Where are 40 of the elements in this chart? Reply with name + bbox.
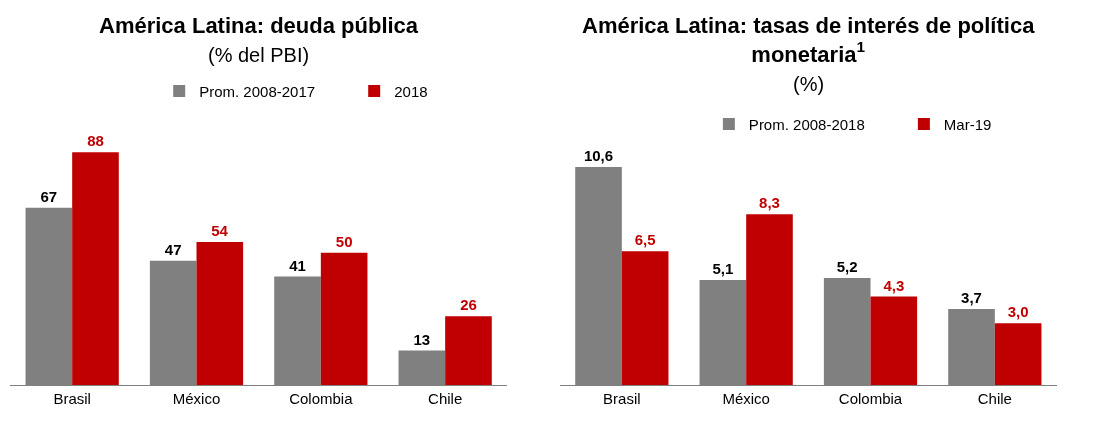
- legend-label: Prom. 2008-2017: [199, 82, 316, 100]
- chart-subtitle: (%): [793, 73, 825, 95]
- bar: [320, 252, 368, 386]
- x-tick-label: México: [722, 390, 770, 408]
- x-tick-label: Brasil: [53, 390, 91, 408]
- data-label: 5,2: [836, 258, 858, 276]
- data-label: 3,7: [961, 288, 982, 306]
- legend-label: 2018: [394, 82, 428, 100]
- x-tick-label: Colombia: [289, 390, 354, 408]
- data-label: 8,3: [759, 194, 780, 212]
- bar: [994, 323, 1042, 386]
- bar: [196, 242, 244, 386]
- bar: [870, 296, 918, 386]
- data-label: 13: [413, 330, 431, 348]
- x-tick-label: Chile: [977, 390, 1012, 408]
- chart-title: América Latina: tasas de interés de política monetaria$^{1}$: [582, 13, 1036, 67]
- x-tick-label: Brasil: [603, 390, 641, 408]
- chart-title: América Latina: deuda pública: [99, 13, 419, 38]
- x-tick-label: Colombia: [838, 390, 903, 408]
- data-label: 54: [211, 222, 229, 240]
- legend-label: Mar-19: [943, 115, 992, 133]
- chart-subtitle: (% del PBI): [208, 44, 310, 66]
- data-label: 47: [164, 240, 182, 258]
- data-label: 41: [289, 256, 306, 274]
- data-label: 6,5: [634, 231, 656, 249]
- bar: [72, 152, 119, 386]
- data-label: 50: [335, 232, 353, 250]
- x-tick-label: Chile: [428, 390, 463, 408]
- bar: [746, 214, 793, 386]
- data-label: 5,1: [712, 260, 734, 278]
- bar: [621, 251, 669, 386]
- data-label: 3,0: [1007, 303, 1029, 321]
- data-label: 10,6: [583, 146, 614, 164]
- data-label: 4,3: [883, 276, 905, 294]
- bar: [445, 316, 492, 386]
- legend-label: Prom. 2008-2018: [748, 115, 865, 133]
- data-label: 67: [40, 187, 58, 205]
- data-label: 88: [87, 132, 104, 150]
- data-label: 26: [460, 296, 477, 314]
- x-tick-label: México: [172, 390, 221, 408]
